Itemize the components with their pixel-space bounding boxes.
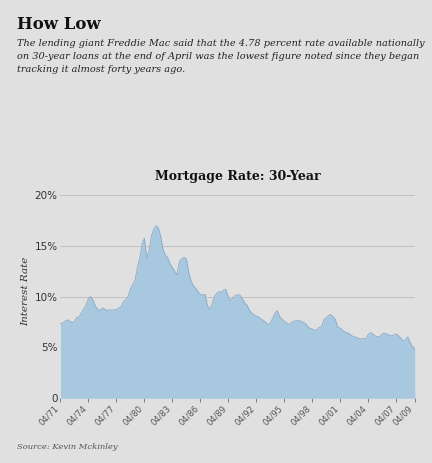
Text: Source: Kevin Mckinley: Source: Kevin Mckinley [17, 444, 118, 451]
Text: The lending giant Freddie Mac said that the 4.78 percent rate available national: The lending giant Freddie Mac said that … [17, 39, 425, 74]
Text: How Low: How Low [17, 16, 101, 33]
Title: Mortgage Rate: 30-Year: Mortgage Rate: 30-Year [155, 169, 321, 182]
Y-axis label: Interest Rate: Interest Rate [22, 257, 30, 326]
